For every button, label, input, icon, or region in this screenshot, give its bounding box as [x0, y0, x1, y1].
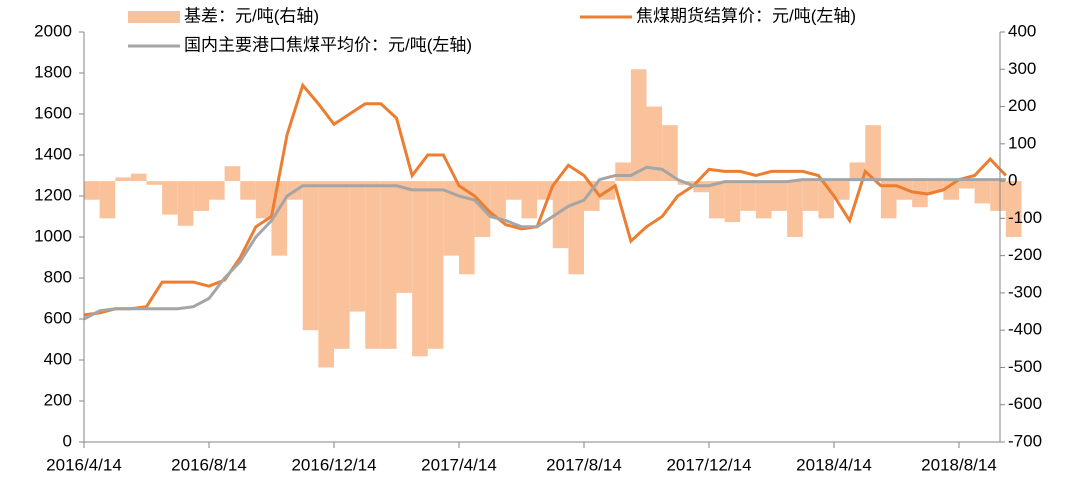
y2-tick-label: -300	[1008, 282, 1042, 301]
y-tick-label: 800	[44, 267, 72, 286]
price-line	[83, 82, 1007, 317]
basis-bar	[412, 181, 428, 357]
basis-bar	[865, 125, 881, 182]
y-tick-label: 1000	[34, 226, 72, 245]
basis-bar	[771, 181, 788, 211]
basis-bar	[974, 181, 991, 204]
y-tick-label: 0	[63, 431, 72, 450]
y2-tick-label: -100	[1008, 208, 1042, 227]
basis-bar	[177, 181, 194, 226]
legend-swatch	[128, 11, 180, 23]
y2-tick-label: -200	[1008, 245, 1042, 264]
y-tick-label: 400	[44, 349, 72, 368]
y2-tick-label: 400	[1008, 21, 1036, 40]
basis-bar	[740, 181, 756, 211]
y2-tick-label: -500	[1008, 357, 1042, 376]
basis-bar	[959, 181, 975, 189]
basis-bar	[302, 181, 319, 331]
basis-bar	[849, 162, 866, 182]
y2-tick-label: 100	[1008, 133, 1036, 152]
basis-bar	[834, 181, 850, 200]
basis-bar	[349, 181, 366, 312]
basis-bar	[755, 181, 772, 219]
basis-bar	[802, 181, 819, 211]
basis-bar	[209, 181, 225, 200]
y2-tick-label: 300	[1008, 59, 1036, 78]
basis-bar	[521, 181, 538, 219]
basis-bar	[115, 177, 131, 182]
y2-tick-label: 200	[1008, 96, 1036, 115]
basis-bar	[459, 181, 475, 275]
y2-tick-label: -400	[1008, 320, 1042, 339]
x-tick-label: 2016/8/14	[171, 455, 247, 474]
basis-bar	[443, 181, 459, 256]
basis-bar	[724, 181, 741, 223]
basis-bar	[630, 69, 647, 182]
basis-bar	[334, 181, 350, 349]
y-tick-label: 2000	[34, 21, 72, 40]
basis-bar	[224, 166, 241, 182]
y-tick-label: 1600	[34, 103, 72, 122]
y2-tick-label: 0	[1008, 171, 1017, 190]
y-tick-label: 1800	[34, 62, 72, 81]
basis-bar	[646, 106, 663, 182]
y2-tick-label: -600	[1008, 394, 1042, 413]
basis-bar	[396, 181, 413, 293]
x-tick-label: 2016/12/14	[291, 455, 376, 474]
basis-bar	[709, 181, 725, 219]
x-tick-label: 2016/4/14	[46, 455, 122, 474]
basis-bar	[146, 181, 163, 185]
y-tick-label: 1200	[34, 185, 72, 204]
y-tick-label: 200	[44, 390, 72, 409]
x-tick-label: 2017/8/14	[546, 455, 622, 474]
basis-bar	[99, 181, 116, 219]
basis-bar	[162, 181, 178, 215]
basis-bar	[318, 181, 334, 368]
basis-bar	[380, 181, 397, 349]
basis-bar	[193, 181, 209, 211]
basis-bar	[787, 181, 803, 237]
legend-label: 国内主要港口焦煤平均价：元/吨(左轴)	[184, 35, 472, 54]
basis-bar	[255, 181, 272, 219]
basis-bar	[505, 181, 522, 200]
basis-bar	[490, 181, 506, 219]
x-tick-label: 2017/12/14	[666, 455, 751, 474]
basis-bar	[427, 181, 444, 349]
y2-tick-label: -700	[1008, 431, 1042, 450]
basis-bar	[552, 181, 569, 249]
basis-bar	[615, 162, 631, 182]
basis-bar	[84, 181, 100, 200]
y-tick-label: 600	[44, 308, 72, 327]
x-tick-label: 2018/4/14	[796, 455, 872, 474]
basis-bar	[662, 125, 678, 182]
legend-label: 焦煤期货结算价：元/吨(左轴)	[636, 6, 856, 25]
x-tick-label: 2017/4/14	[421, 455, 497, 474]
legend-label: 基差：元/吨(右轴)	[184, 6, 319, 25]
basis-bar	[927, 181, 944, 193]
basis-bar	[1005, 181, 1022, 237]
basis-bar	[880, 181, 897, 219]
basis-bar	[568, 181, 584, 275]
basis-bar	[240, 181, 256, 200]
y-tick-label: 1400	[34, 144, 72, 163]
basis-bar	[365, 181, 381, 349]
price-line	[83, 165, 1006, 321]
x-tick-label: 2018/8/14	[921, 455, 997, 474]
basis-bar	[990, 181, 1006, 211]
basis-bar	[130, 173, 147, 182]
